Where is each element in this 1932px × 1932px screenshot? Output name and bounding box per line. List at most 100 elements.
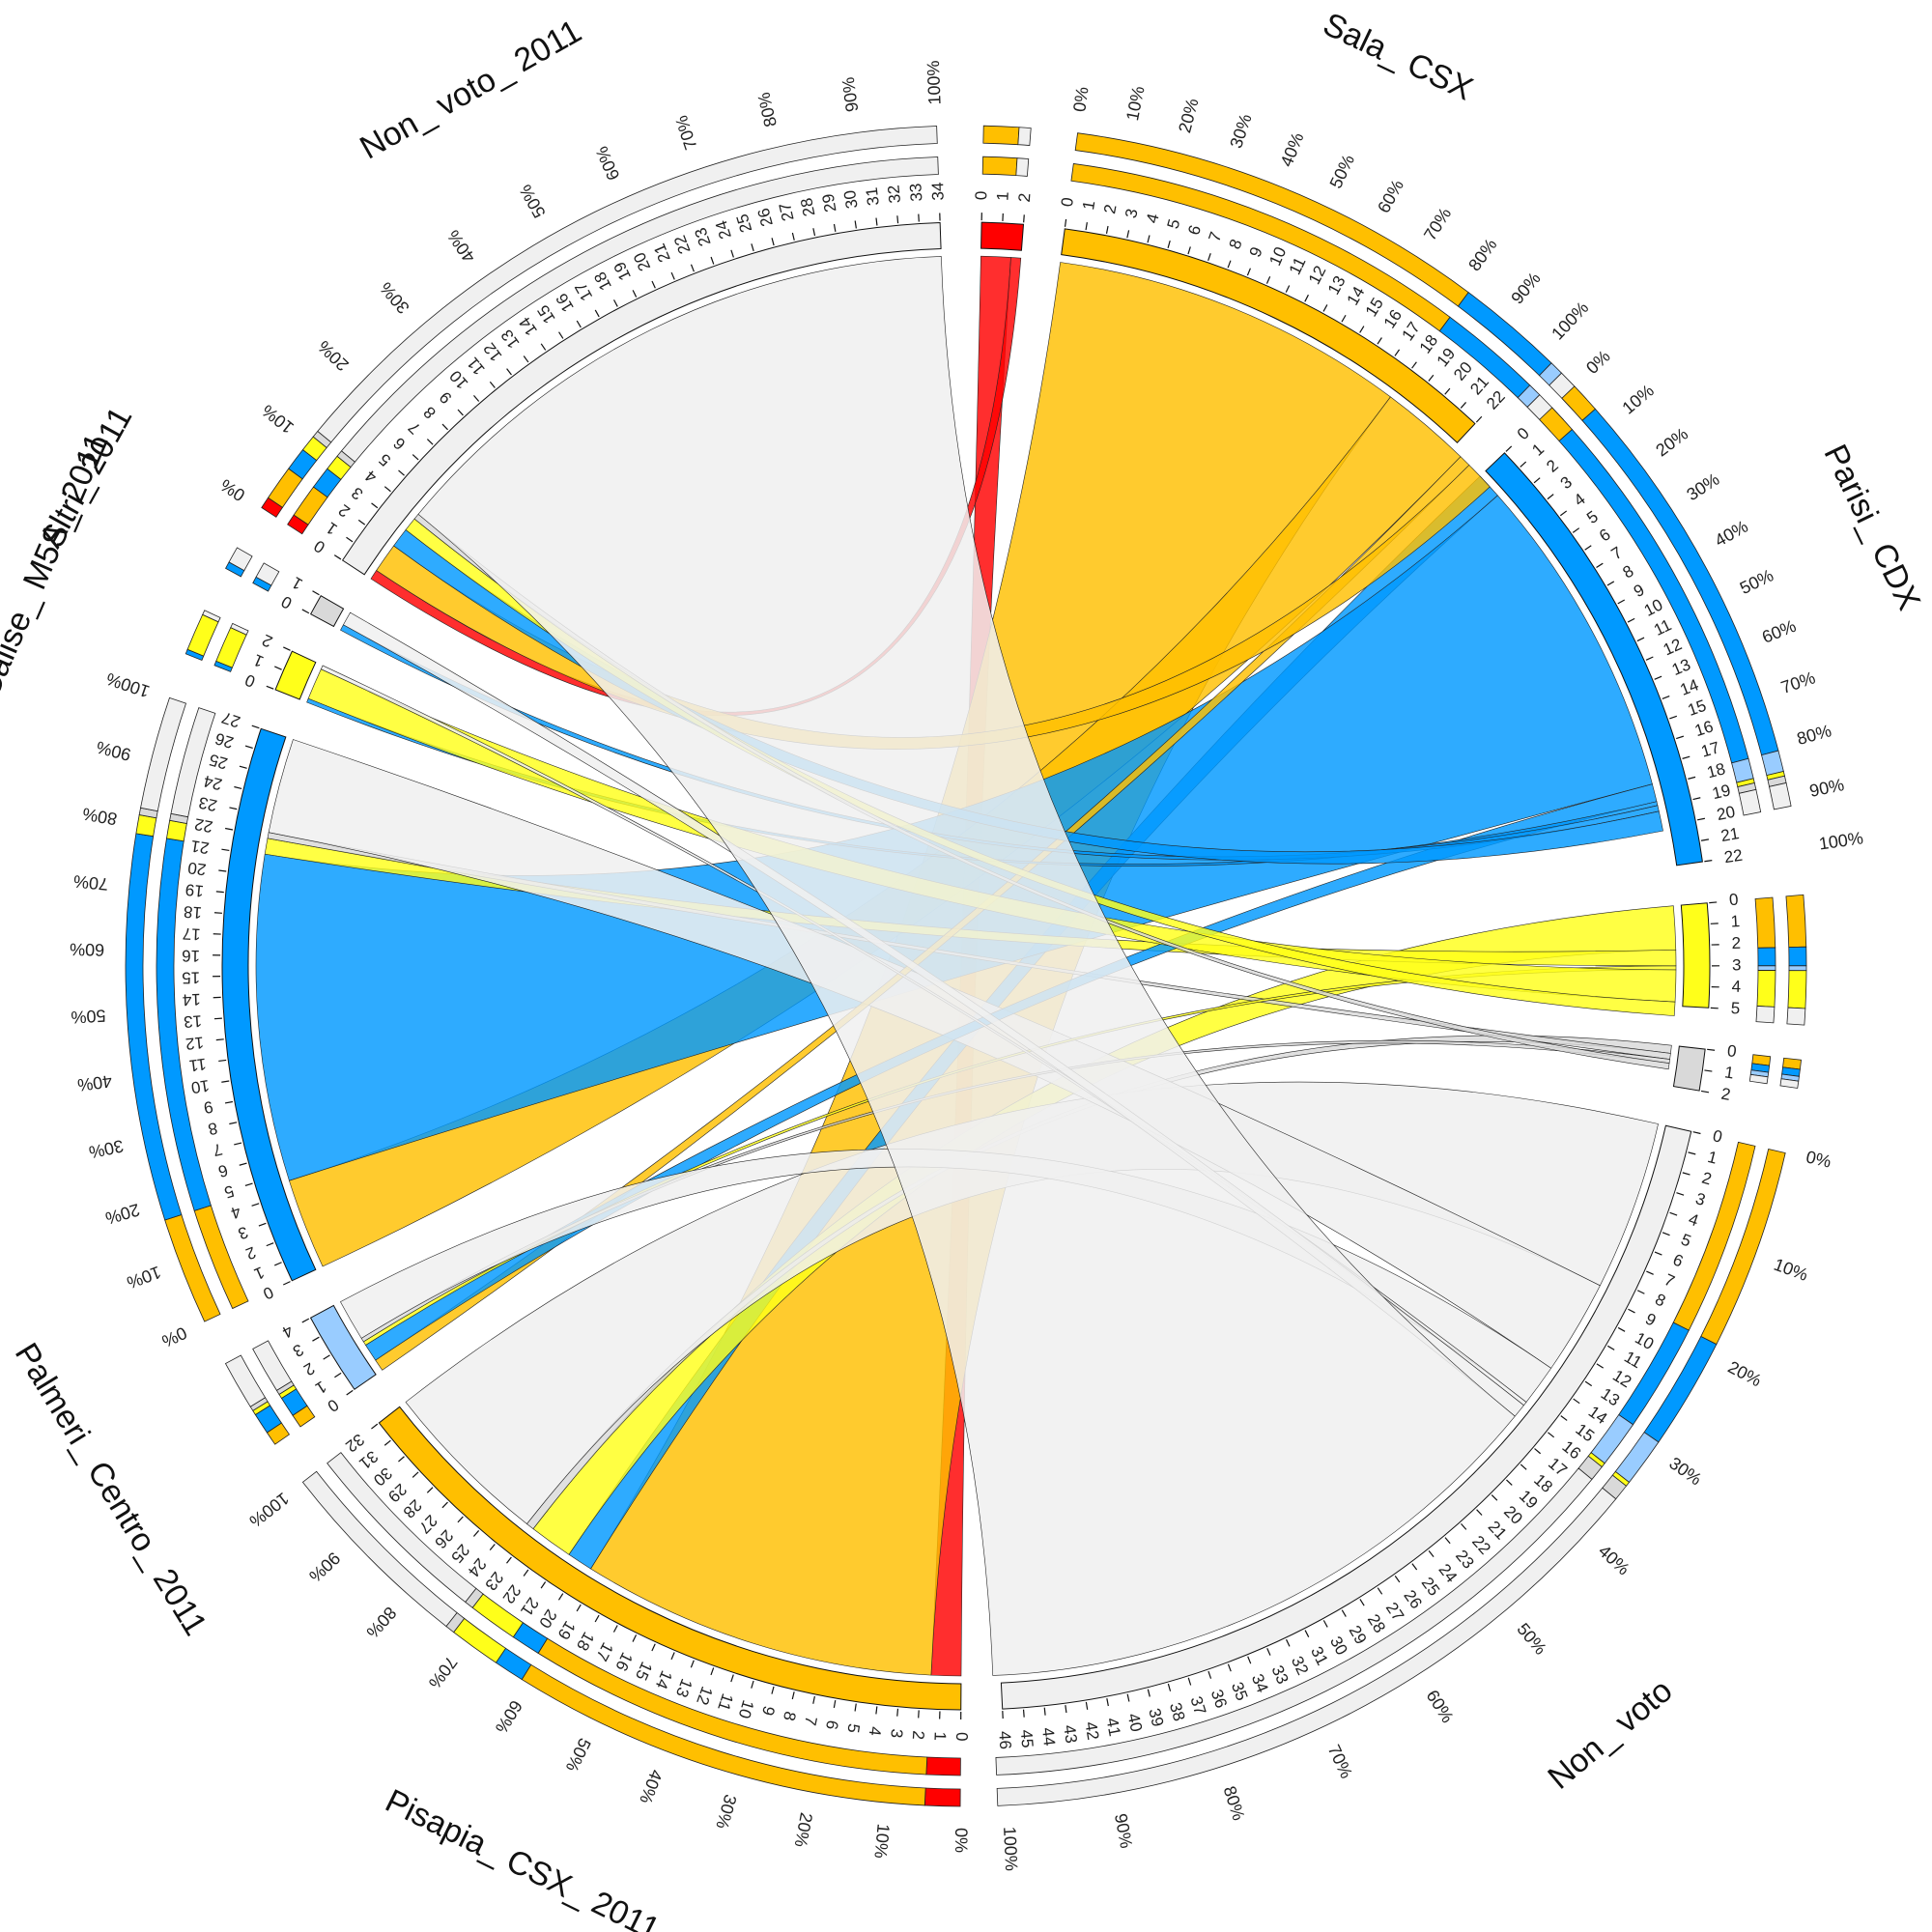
tick-mark	[812, 1695, 815, 1704]
tick-mark	[1520, 461, 1527, 468]
percent-label: 20%	[1725, 1357, 1765, 1390]
tick-label: 18	[1705, 759, 1727, 781]
tick-mark	[398, 1456, 405, 1463]
tick-label: 23	[691, 225, 714, 248]
tick-mark	[371, 502, 379, 509]
segment-arc-Calise_M5S_2011	[274, 650, 317, 700]
tick-mark	[1692, 1131, 1701, 1135]
tick-mark	[1676, 735, 1685, 740]
tick-mark	[1669, 715, 1678, 720]
percent-label: 60%	[492, 1697, 526, 1737]
percent-label: 80%	[753, 91, 781, 129]
composition-bar-Rizzo_SX	[1017, 127, 1032, 146]
tick-label: 0	[311, 536, 328, 556]
tick-mark	[1584, 1380, 1593, 1387]
tick-mark	[1266, 1648, 1271, 1656]
tick-label: 5	[1679, 1230, 1694, 1250]
tick-label: 1	[289, 573, 306, 593]
tick-mark	[1147, 235, 1151, 243]
composition-bar-Non_voto	[996, 1487, 1617, 1806]
tick-label: 0	[972, 190, 990, 200]
tick-mark	[1064, 218, 1067, 227]
tick-label: 33	[1267, 1662, 1292, 1687]
tick-mark	[1394, 349, 1401, 356]
composition-bar-Corrado_M5S	[1787, 970, 1807, 1009]
tick-mark	[1428, 1549, 1435, 1557]
tick-mark	[1548, 1432, 1555, 1438]
percent-label: 30%	[376, 278, 413, 317]
composition-bar-Moratti_CDX_2011	[170, 707, 216, 818]
tick-mark	[258, 1222, 267, 1227]
tick-mark	[1265, 276, 1271, 284]
tick-mark	[266, 685, 274, 690]
tick-label: 3	[1693, 1189, 1708, 1209]
tick-label: 11	[714, 1691, 737, 1714]
flow-ribbon-Moratti_CDX_2011-to-Non_voto	[268, 739, 1601, 1369]
tick-label: 0	[1726, 1041, 1738, 1061]
tick-label: 7	[801, 1715, 821, 1727]
composition-bar-Altri	[1748, 1073, 1769, 1085]
percent-label: 60%	[592, 144, 624, 184]
percent-label: 70%	[1324, 1742, 1356, 1781]
tick-label: 21	[1719, 824, 1741, 845]
segment-arc-Sala_CSX	[1061, 228, 1476, 443]
tick-label: 5	[1583, 507, 1602, 527]
tick-label: 37	[1186, 1694, 1209, 1718]
percent-label: 0%	[1069, 86, 1092, 113]
tick-label: 36	[1208, 1688, 1231, 1711]
tick-mark	[229, 807, 238, 810]
tick-mark	[489, 381, 496, 388]
tick-mark	[1246, 268, 1251, 276]
tick-label: 5	[376, 450, 395, 470]
stacked-bars-layer: 0% 10% 20% 30% 40%50%60%70%80%90%100%0%10%20…	[70, 60, 1864, 1871]
tick-label: 6	[1596, 525, 1613, 545]
tick-label: 13	[672, 1676, 696, 1700]
segment-arc-Moratti_CDX_2011	[221, 727, 317, 1282]
tick-mark	[301, 1318, 310, 1323]
percent-label: 50%	[1513, 1619, 1549, 1658]
composition-bar-Pisapia_CSX_2011	[301, 1470, 458, 1628]
tick-mark	[523, 1569, 529, 1577]
tick-label: 4	[1731, 978, 1741, 996]
tick-mark	[1646, 1270, 1654, 1275]
percent-label: 40%	[76, 1071, 113, 1095]
percent-label: 10%	[1122, 84, 1149, 122]
tick-mark	[833, 1699, 837, 1709]
tick-label: 19	[185, 880, 205, 900]
tick-mark	[1126, 1693, 1130, 1702]
composition-bar-Parisi_CDX	[1761, 750, 1784, 777]
tick-mark	[1377, 1587, 1383, 1595]
tick-label: 38	[1166, 1700, 1188, 1722]
tick-mark	[1627, 617, 1635, 623]
tick-mark	[457, 409, 464, 416]
tick-label: 5	[1730, 999, 1741, 1018]
tick-label: 44	[1038, 1726, 1059, 1747]
percent-label: 50%	[1737, 565, 1776, 598]
tick-label: 10	[735, 1698, 758, 1721]
percent-label: 70%	[1778, 668, 1818, 697]
tick-mark	[558, 331, 564, 339]
tick-mark	[1460, 402, 1467, 409]
tick-label: 0	[1058, 196, 1077, 208]
tick-label: 26	[213, 729, 236, 753]
tick-mark	[594, 1614, 600, 1623]
tick-label: 32	[884, 185, 904, 205]
tick-mark	[426, 439, 434, 445]
tick-label: 27	[219, 708, 242, 731]
tick-mark	[1700, 1090, 1710, 1094]
tick-label: 8	[1652, 1290, 1668, 1310]
tick-label: 9	[1631, 581, 1648, 601]
tick-mark	[1428, 374, 1435, 382]
tick-label: 2	[259, 631, 275, 651]
percent-label: 100%	[103, 668, 152, 701]
percent-label: 80%	[1220, 1783, 1249, 1822]
tick-label: 3	[236, 1223, 250, 1243]
tick-label: 2	[1543, 456, 1562, 476]
tick-label: 7	[1608, 543, 1626, 563]
tick-mark	[791, 1691, 795, 1700]
composition-bar-Corrado_M5S	[1786, 1007, 1806, 1026]
tick-mark	[1411, 1563, 1418, 1571]
tick-mark	[213, 1017, 222, 1020]
tick-label: 12	[1305, 263, 1330, 287]
tick-mark	[1147, 1689, 1151, 1697]
